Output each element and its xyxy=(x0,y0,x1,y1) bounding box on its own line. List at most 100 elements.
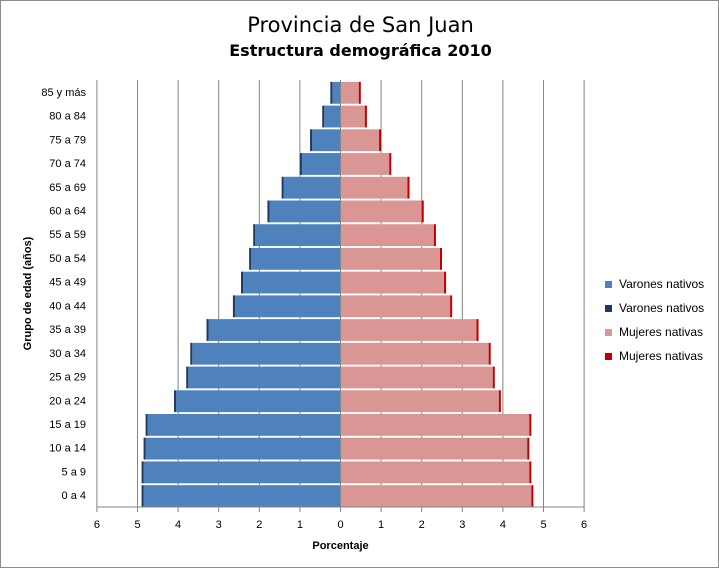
bar-varones-edge xyxy=(174,390,177,413)
bar-varones xyxy=(243,271,341,294)
bar-mujeres-edge xyxy=(527,437,530,460)
axes xyxy=(96,80,585,512)
x-tick-label: 4 xyxy=(500,519,506,531)
bars xyxy=(141,81,534,507)
chart-subtitle: Estructura demográfica 2010 xyxy=(229,41,492,60)
bar-varones xyxy=(301,153,341,175)
category-tick-label: 15 a 19 xyxy=(49,419,86,431)
bar-mujeres xyxy=(340,153,390,175)
bar-mujeres-edge xyxy=(358,81,361,104)
x-tick-label: 2 xyxy=(256,519,262,531)
category-tick-label: 40 a 44 xyxy=(49,300,86,312)
bar-mujeres-edge xyxy=(439,247,442,270)
bar-varones-edge xyxy=(241,271,244,294)
category-tick-label: 50 a 54 xyxy=(49,253,86,265)
bar-varones-edge xyxy=(145,414,148,436)
category-tick-label: 55 a 59 xyxy=(49,229,86,241)
bar-mujeres-edge xyxy=(450,295,453,318)
bar-varones-edge xyxy=(190,342,193,365)
x-tick-label: 1 xyxy=(297,519,303,531)
bar-varones-edge xyxy=(143,437,146,460)
bar-varones-edge xyxy=(267,200,270,223)
bar-varones xyxy=(145,437,341,460)
x-tick-label: 6 xyxy=(581,519,587,531)
legend-item: Varones nativos xyxy=(605,296,704,320)
bar-varones xyxy=(234,295,341,318)
legend-swatch xyxy=(605,304,612,312)
x-tick-label: 2 xyxy=(419,519,425,531)
bar-mujeres-edge xyxy=(488,342,491,365)
legend: Varones nativos Varones nativos Mujeres na… xyxy=(605,272,704,368)
x-tick-label: 5 xyxy=(540,519,546,531)
bar-varones-edge xyxy=(310,129,313,152)
bar-mujeres xyxy=(340,81,359,104)
category-tick-label: 70 a 74 xyxy=(49,158,86,170)
legend-label: Mujeres nativas xyxy=(619,349,704,363)
bar-varones xyxy=(143,485,341,507)
bar-varones-edge xyxy=(186,366,189,389)
bar-mujeres xyxy=(340,342,489,365)
x-tick-label: 0 xyxy=(337,519,343,531)
bar-varones-edge xyxy=(206,319,209,341)
legend-item: Mujeres nativas xyxy=(605,320,704,344)
x-tick-label: 4 xyxy=(175,519,181,531)
bar-mujeres-edge xyxy=(433,224,436,247)
bar-varones xyxy=(208,319,341,341)
x-tick-label: 5 xyxy=(134,519,140,531)
bar-mujeres-edge xyxy=(379,129,382,152)
category-tick-label: 10 a 14 xyxy=(49,443,86,455)
bar-mujeres xyxy=(340,295,451,318)
bar-mujeres xyxy=(340,176,408,199)
category-tick-label: 75 a 79 xyxy=(49,134,86,146)
bar-mujeres-edge xyxy=(389,153,392,175)
bar-varones-edge xyxy=(299,153,302,175)
legend-swatch xyxy=(605,352,612,360)
bar-mujeres-edge xyxy=(421,200,424,223)
bar-varones xyxy=(143,461,341,484)
bar-varones-edge xyxy=(253,224,256,247)
x-tick-label: 3 xyxy=(459,519,465,531)
bar-varones-edge xyxy=(322,105,325,128)
bar-mujeres xyxy=(340,437,528,460)
bar-varones xyxy=(255,224,341,247)
bar-mujeres xyxy=(340,200,422,223)
category-tick-label: 65 a 69 xyxy=(49,182,86,194)
bar-varones-edge xyxy=(141,485,144,507)
bar-mujeres-edge xyxy=(364,105,367,128)
bar-varones xyxy=(269,200,341,223)
bar-mujeres-edge xyxy=(407,176,410,199)
legend-label: Varones nativos xyxy=(619,277,705,291)
chart-title: Provincia de San Juan xyxy=(247,13,474,37)
x-tick-label: 1 xyxy=(378,519,384,531)
bar-mujeres xyxy=(340,224,434,247)
category-tick-label: 35 a 39 xyxy=(49,324,86,336)
bar-varones xyxy=(332,81,341,104)
x-axis-title: Porcentaje xyxy=(312,540,368,552)
bar-mujeres xyxy=(340,105,365,128)
bar-varones-edge xyxy=(232,295,235,318)
bar-varones xyxy=(283,176,341,199)
bar-mujeres xyxy=(340,461,530,484)
bar-varones xyxy=(312,129,341,152)
bar-mujeres xyxy=(340,129,380,152)
category-tick-label: 80 a 84 xyxy=(49,111,86,123)
bar-varones-edge xyxy=(249,247,252,270)
bar-mujeres xyxy=(340,271,445,294)
bar-mujeres xyxy=(340,247,440,270)
bar-varones xyxy=(251,247,341,270)
y-axis-title: Grupo de edad (años) xyxy=(22,236,34,350)
bar-varones-edge xyxy=(281,176,284,199)
category-tick-label: 5 a 9 xyxy=(62,466,86,478)
bar-varones-edge xyxy=(141,461,144,484)
bar-varones xyxy=(147,414,341,436)
bar-mujeres-edge xyxy=(529,414,532,436)
category-tick-label: 85 y más xyxy=(41,87,86,99)
bar-mujeres xyxy=(340,414,530,436)
bar-varones xyxy=(324,105,341,128)
bar-varones xyxy=(192,342,341,365)
bar-mujeres-edge xyxy=(498,390,501,413)
legend-swatch xyxy=(605,280,612,288)
